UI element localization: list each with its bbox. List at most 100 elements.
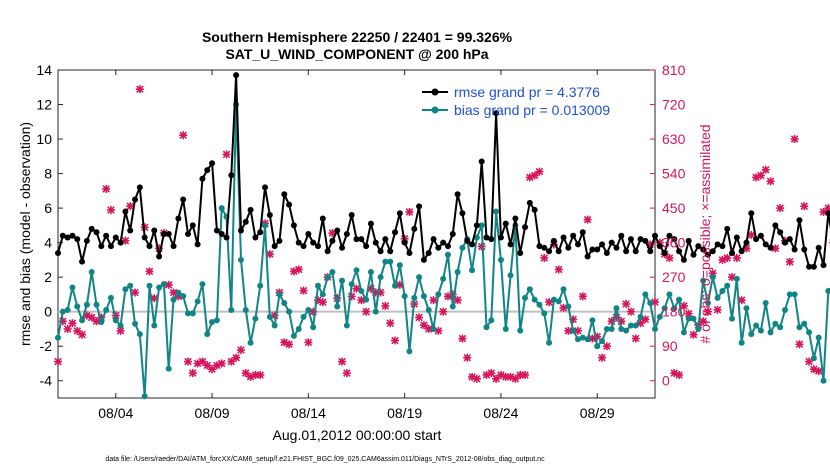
bias-point bbox=[444, 251, 451, 258]
left-y-tick-label: 0 bbox=[44, 304, 52, 320]
assimilated-count-marker bbox=[236, 346, 245, 355]
rmse-point bbox=[724, 225, 731, 232]
left-y-tick-label: 2 bbox=[44, 269, 52, 285]
rmse-point bbox=[497, 234, 504, 241]
bias-point bbox=[786, 291, 793, 298]
assimilated-count-marker bbox=[703, 307, 712, 316]
assimilated-count-marker bbox=[78, 330, 87, 339]
rmse-point bbox=[334, 227, 341, 234]
bias-point bbox=[372, 308, 379, 315]
assimilated-count-marker bbox=[222, 150, 231, 159]
rmse-point bbox=[425, 249, 432, 256]
rmse-point bbox=[218, 231, 225, 237]
rmse-point bbox=[671, 236, 678, 243]
rmse-point bbox=[132, 196, 139, 203]
bias-point bbox=[526, 286, 533, 293]
bias-point bbox=[781, 306, 788, 313]
rmse-point bbox=[175, 215, 182, 222]
bias-point bbox=[132, 320, 139, 327]
bias-point bbox=[613, 305, 620, 312]
assimilated-count-marker bbox=[352, 284, 361, 293]
bias-point bbox=[367, 268, 374, 275]
rmse-point bbox=[310, 239, 317, 246]
rmse-point bbox=[329, 237, 336, 244]
assimilated-count-marker bbox=[602, 342, 611, 351]
bias-point bbox=[401, 293, 408, 300]
bias-point bbox=[93, 301, 100, 308]
rmse-point bbox=[704, 251, 711, 258]
bias-point bbox=[531, 296, 538, 303]
rmse-point bbox=[454, 191, 461, 198]
bias-point bbox=[729, 315, 736, 322]
rmse-point bbox=[594, 246, 601, 253]
rmse-point bbox=[478, 158, 485, 165]
rmse-point bbox=[324, 248, 331, 255]
bias-point bbox=[262, 222, 269, 229]
left-y-tick-label: -4 bbox=[40, 373, 53, 389]
assimilated-count-marker bbox=[540, 253, 549, 262]
rmse-point bbox=[522, 224, 529, 231]
rmse-point bbox=[757, 232, 764, 239]
bias-point bbox=[550, 296, 557, 303]
assimilated-count-marker bbox=[179, 131, 188, 140]
rmse-point bbox=[382, 236, 389, 243]
bias-point bbox=[810, 355, 817, 362]
rmse-line bbox=[57, 74, 830, 268]
legend-rmse-marker bbox=[431, 88, 439, 96]
assimilated-count-marker bbox=[814, 367, 823, 376]
bias-point bbox=[358, 287, 365, 294]
left-y-tick-label: 4 bbox=[44, 235, 52, 251]
assimilated-count-marker bbox=[795, 340, 804, 349]
bias-point bbox=[329, 268, 336, 275]
bias-point bbox=[165, 365, 172, 372]
bias-point bbox=[257, 282, 264, 289]
right-y-axis-label: # of obs: o=possible; ×=assimilated bbox=[697, 124, 713, 343]
right-y-tick-label: 810 bbox=[662, 62, 686, 78]
assimilated-count-marker bbox=[439, 307, 448, 316]
left-y-tick-label: 8 bbox=[44, 166, 52, 182]
rmse-point bbox=[714, 241, 721, 248]
rmse-point bbox=[729, 249, 736, 256]
rmse-point bbox=[536, 243, 543, 250]
rmse-point bbox=[464, 237, 471, 244]
bias-point bbox=[416, 274, 423, 281]
rmse-point bbox=[74, 236, 81, 243]
bias-point bbox=[83, 301, 90, 308]
rmse-point bbox=[781, 239, 788, 246]
rmse-point bbox=[194, 241, 201, 248]
assimilated-count-marker bbox=[622, 300, 631, 309]
assimilated-count-marker bbox=[106, 206, 115, 215]
rmse-point bbox=[680, 256, 687, 263]
rmse-point bbox=[93, 229, 100, 236]
bias-point bbox=[714, 294, 721, 301]
rmse-point bbox=[209, 160, 216, 167]
assimilated-count-marker bbox=[756, 171, 765, 180]
bias-series bbox=[55, 101, 830, 400]
bias-point bbox=[64, 306, 71, 313]
bias-point bbox=[680, 329, 687, 336]
bias-point bbox=[652, 325, 658, 332]
rmse-point bbox=[719, 243, 726, 250]
bias-point bbox=[603, 325, 610, 332]
rmse-point bbox=[281, 191, 288, 198]
rmse-point bbox=[213, 227, 220, 234]
rmse-point bbox=[165, 231, 172, 237]
assimilated-count-marker bbox=[304, 338, 313, 347]
bias-point bbox=[584, 336, 591, 343]
bias-point bbox=[146, 282, 153, 289]
bias-point bbox=[454, 268, 461, 275]
bias-point bbox=[738, 339, 745, 346]
assimilated-count-marker bbox=[63, 324, 72, 333]
assimilated-count-marker bbox=[800, 202, 809, 211]
bias-point bbox=[666, 291, 673, 298]
bias-point bbox=[719, 287, 726, 294]
bias-point bbox=[343, 322, 350, 329]
assimilated-count-marker bbox=[357, 296, 366, 305]
rmse-point bbox=[396, 210, 403, 217]
bias-point bbox=[103, 306, 110, 313]
right-y-tick-label: 720 bbox=[662, 97, 686, 113]
rmse-point bbox=[623, 248, 630, 255]
rmse-point bbox=[271, 243, 278, 250]
rmse-point bbox=[392, 229, 399, 236]
bias-point bbox=[392, 282, 399, 289]
